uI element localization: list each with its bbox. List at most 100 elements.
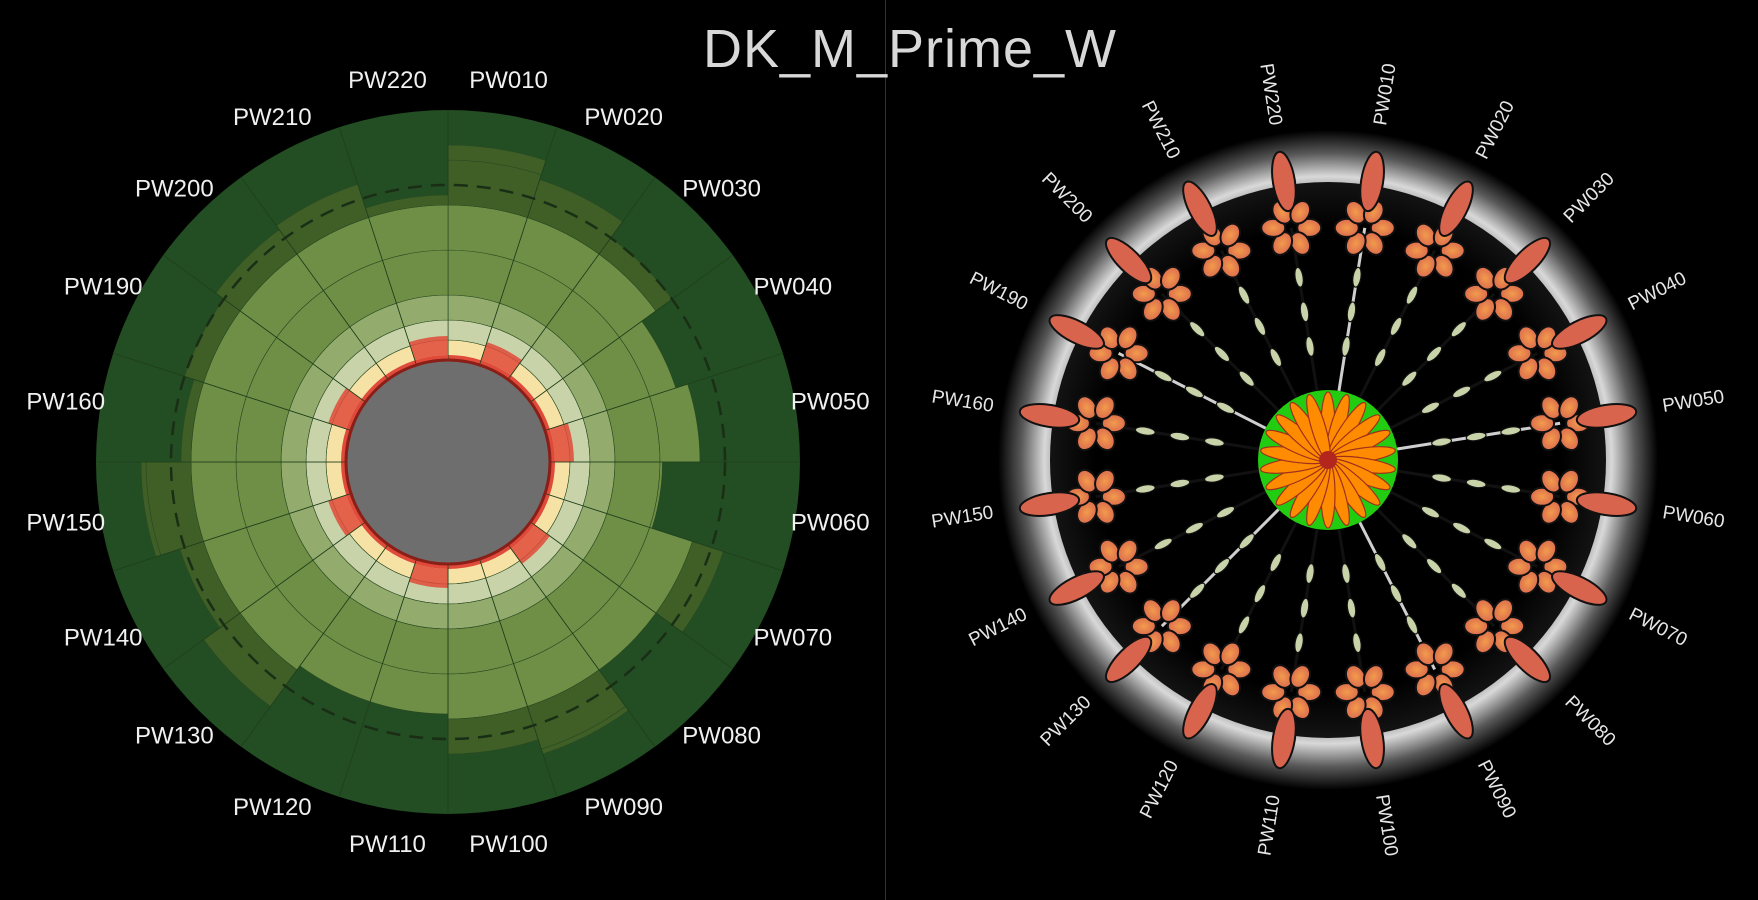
bar-base	[507, 521, 535, 549]
flower-petal	[1098, 356, 1121, 382]
flower-petal	[1558, 500, 1580, 525]
flower-petal	[1506, 556, 1533, 577]
sector-label: PW140	[64, 625, 143, 652]
rim-leaf	[1048, 314, 1105, 350]
bar-base	[507, 375, 535, 403]
rim-leaf	[1438, 180, 1474, 237]
flower-petal	[1362, 664, 1385, 689]
rim-leaf	[1105, 635, 1153, 683]
flower-petal	[1094, 395, 1116, 420]
flower-petal	[1403, 240, 1430, 261]
seed-node	[1238, 533, 1255, 550]
seed-node	[1341, 335, 1351, 357]
bar-accent	[510, 524, 550, 564]
flower-petal	[1499, 616, 1526, 637]
seed-node	[1305, 563, 1315, 585]
seed-node	[1405, 285, 1419, 305]
sector-label: PW070	[753, 625, 832, 652]
flower-petal	[1492, 598, 1515, 623]
flower-petal	[1219, 672, 1242, 698]
flower-petal	[1166, 283, 1193, 304]
rim-leaf	[1018, 403, 1081, 429]
seed-node	[1238, 370, 1255, 387]
flower-petal	[1463, 283, 1490, 304]
flower-petal	[1369, 217, 1396, 238]
flower-petal	[1159, 265, 1182, 291]
seed-node	[1425, 345, 1443, 363]
flower-petal	[1414, 253, 1437, 279]
radial-tree-chart: PW010PW020PW030PW040PW050PW060PW070PW080…	[930, 62, 1726, 858]
seed-node	[1299, 597, 1310, 619]
sector-label: PW020	[584, 104, 663, 131]
rim-leaf	[1271, 150, 1297, 213]
seed-node	[1500, 484, 1522, 494]
flower-petal	[1414, 672, 1437, 698]
flower-petal	[1333, 217, 1360, 238]
flower-petal	[1558, 468, 1580, 494]
seed-node	[1153, 369, 1173, 383]
flower-petal	[1094, 468, 1116, 494]
seed-node	[1203, 437, 1225, 447]
bar-accent	[328, 495, 362, 537]
flower-petal	[1100, 413, 1127, 434]
flower-petal	[1226, 659, 1253, 680]
seed-node	[1431, 437, 1453, 447]
seed-node	[1352, 632, 1362, 654]
bar-accent	[409, 336, 448, 361]
polar-bar-chart: PW010 PW020 PW030 PW040 PW050 PW060 PW070 PW080…	[26, 67, 869, 858]
seed-node	[1269, 347, 1283, 368]
flower-petal	[1529, 486, 1556, 507]
flower-petal	[1159, 297, 1182, 322]
flower-petal	[1141, 297, 1164, 322]
seed-node	[1450, 320, 1468, 338]
sector-label: PW210	[233, 104, 312, 131]
bar-base	[361, 375, 389, 403]
seed-node	[1483, 537, 1503, 551]
flower-petal	[1219, 253, 1242, 279]
rim-leaf	[1503, 237, 1551, 285]
flower-petal	[1296, 682, 1323, 703]
flower-petal	[1540, 500, 1562, 525]
flower-petal	[1506, 343, 1533, 364]
sector-label: PW220	[348, 67, 427, 94]
seed-node	[1465, 478, 1487, 489]
flower-petal	[1474, 629, 1497, 655]
flower-petal	[1517, 356, 1540, 382]
sector-label: PW080	[682, 723, 761, 750]
seed-node	[1299, 301, 1310, 323]
flower-petal	[1201, 253, 1224, 279]
rim-leaf	[1438, 683, 1474, 740]
sector-label: PW200	[135, 175, 214, 202]
flower-petal	[1159, 598, 1182, 623]
flower-petal	[1296, 217, 1323, 238]
flower-petal	[1260, 682, 1287, 703]
flower-petal	[1123, 343, 1150, 364]
seed-node	[1389, 583, 1403, 604]
sector-label: PW010	[469, 67, 548, 94]
flower-petal	[1289, 664, 1312, 689]
rim-leaf	[1048, 570, 1105, 606]
seed-node	[1305, 335, 1315, 357]
rim-leaf	[1359, 707, 1385, 770]
flower-petal	[1540, 395, 1562, 420]
rim-leaf	[1182, 683, 1218, 740]
rim-leaf	[1359, 150, 1385, 213]
seed-node	[1215, 505, 1236, 519]
seed-node	[1188, 582, 1206, 600]
flower-petal	[1098, 538, 1121, 564]
flower-petal	[1558, 395, 1580, 420]
flower-petal	[1439, 659, 1466, 680]
rim-leaf	[1182, 180, 1218, 237]
flower-petal	[1076, 395, 1098, 420]
flower-petal	[1219, 641, 1242, 667]
sector-label: PW050	[791, 388, 870, 415]
flower-petal	[1094, 426, 1116, 452]
seed-node	[1203, 473, 1225, 483]
flower-petal	[1474, 265, 1497, 291]
seed-node	[1184, 385, 1205, 399]
rim-leaf	[1575, 403, 1638, 429]
seed-node	[1420, 505, 1441, 519]
flower-petal	[1116, 538, 1139, 564]
bar-base	[361, 521, 389, 549]
sector-label: PW150	[26, 510, 105, 537]
